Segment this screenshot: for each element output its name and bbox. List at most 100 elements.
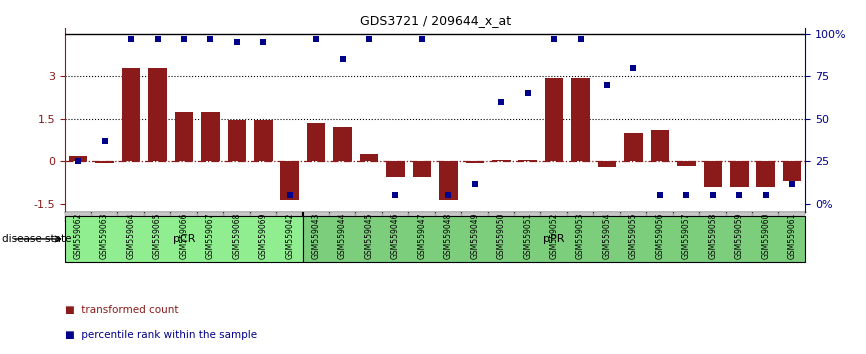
- Bar: [647, 212, 673, 216]
- Bar: [488, 212, 514, 216]
- Bar: [201, 112, 220, 161]
- Bar: [175, 112, 193, 161]
- Bar: [382, 212, 409, 222]
- Bar: [122, 68, 140, 161]
- Bar: [303, 212, 329, 222]
- Bar: [435, 212, 462, 222]
- Bar: [703, 161, 722, 187]
- Bar: [753, 212, 779, 216]
- Text: GSM559044: GSM559044: [338, 212, 347, 259]
- Bar: [171, 212, 197, 216]
- Bar: [753, 212, 779, 222]
- Bar: [488, 212, 514, 222]
- Bar: [514, 212, 541, 222]
- Bar: [647, 212, 673, 222]
- Text: GSM559064: GSM559064: [126, 212, 136, 259]
- Bar: [624, 133, 643, 161]
- Text: GSM559065: GSM559065: [153, 212, 162, 259]
- Text: GSM559055: GSM559055: [629, 212, 638, 259]
- Text: GSM559068: GSM559068: [232, 212, 242, 259]
- Bar: [386, 161, 404, 177]
- Text: ■  transformed count: ■ transformed count: [65, 305, 178, 315]
- Bar: [254, 120, 273, 161]
- Bar: [700, 212, 726, 222]
- Text: pCR: pCR: [172, 234, 195, 244]
- Bar: [545, 78, 564, 161]
- Text: GSM559053: GSM559053: [576, 212, 585, 259]
- Bar: [65, 212, 92, 222]
- Text: GSM559048: GSM559048: [444, 212, 453, 259]
- Bar: [277, 212, 302, 216]
- Text: GSM559059: GSM559059: [734, 212, 744, 259]
- Text: GSM559043: GSM559043: [312, 212, 320, 259]
- Bar: [119, 212, 144, 216]
- Bar: [66, 212, 91, 216]
- Bar: [757, 161, 775, 187]
- Bar: [359, 154, 378, 161]
- Bar: [598, 161, 617, 167]
- Bar: [250, 212, 276, 216]
- Bar: [700, 212, 726, 216]
- Bar: [410, 212, 435, 216]
- Text: GSM559069: GSM559069: [259, 212, 268, 259]
- Text: ■  percentile rank within the sample: ■ percentile rank within the sample: [65, 330, 257, 340]
- Text: GSM559062: GSM559062: [74, 212, 82, 259]
- Text: GSM559042: GSM559042: [285, 212, 294, 259]
- Bar: [783, 161, 801, 181]
- Text: GSM559050: GSM559050: [497, 212, 506, 259]
- Title: GDS3721 / 209644_x_at: GDS3721 / 209644_x_at: [359, 14, 511, 27]
- Text: GSM559046: GSM559046: [391, 212, 400, 259]
- Bar: [92, 212, 118, 222]
- Text: pPR: pPR: [543, 234, 565, 244]
- Bar: [726, 212, 753, 222]
- Bar: [329, 212, 356, 222]
- Text: GSM559061: GSM559061: [788, 212, 797, 259]
- Text: GSM559049: GSM559049: [470, 212, 479, 259]
- Bar: [303, 216, 805, 262]
- Bar: [92, 212, 117, 216]
- Bar: [466, 161, 484, 163]
- Bar: [250, 212, 276, 222]
- Bar: [145, 212, 171, 222]
- Text: GSM559066: GSM559066: [179, 212, 189, 259]
- Bar: [572, 78, 590, 161]
- Bar: [674, 212, 699, 216]
- Bar: [413, 161, 431, 177]
- Bar: [462, 212, 488, 222]
- Bar: [436, 212, 461, 216]
- Bar: [621, 212, 646, 216]
- Bar: [148, 68, 167, 161]
- Text: disease state: disease state: [2, 234, 71, 244]
- Bar: [65, 216, 303, 262]
- Bar: [95, 161, 113, 163]
- Bar: [330, 212, 355, 216]
- Bar: [727, 212, 752, 216]
- Bar: [650, 130, 669, 161]
- Bar: [357, 212, 382, 216]
- Text: GSM559051: GSM559051: [523, 212, 533, 259]
- Bar: [145, 212, 171, 216]
- Text: GSM559045: GSM559045: [365, 212, 373, 259]
- Bar: [730, 161, 748, 187]
- Bar: [462, 212, 488, 216]
- Bar: [223, 212, 250, 222]
- Bar: [519, 160, 537, 161]
- Bar: [224, 212, 249, 216]
- Text: GSM559063: GSM559063: [100, 212, 109, 259]
- Bar: [171, 212, 197, 222]
- Text: GSM559067: GSM559067: [206, 212, 215, 259]
- Bar: [281, 161, 299, 200]
- Bar: [541, 212, 567, 222]
- Text: GSM559060: GSM559060: [761, 212, 770, 259]
- Bar: [383, 212, 408, 216]
- Bar: [307, 123, 326, 161]
- Bar: [276, 212, 303, 222]
- Bar: [197, 212, 223, 216]
- Bar: [779, 212, 805, 222]
- Bar: [228, 120, 246, 161]
- Bar: [673, 212, 700, 222]
- Bar: [356, 212, 382, 222]
- Bar: [303, 212, 329, 216]
- Bar: [568, 212, 593, 216]
- Bar: [594, 212, 620, 222]
